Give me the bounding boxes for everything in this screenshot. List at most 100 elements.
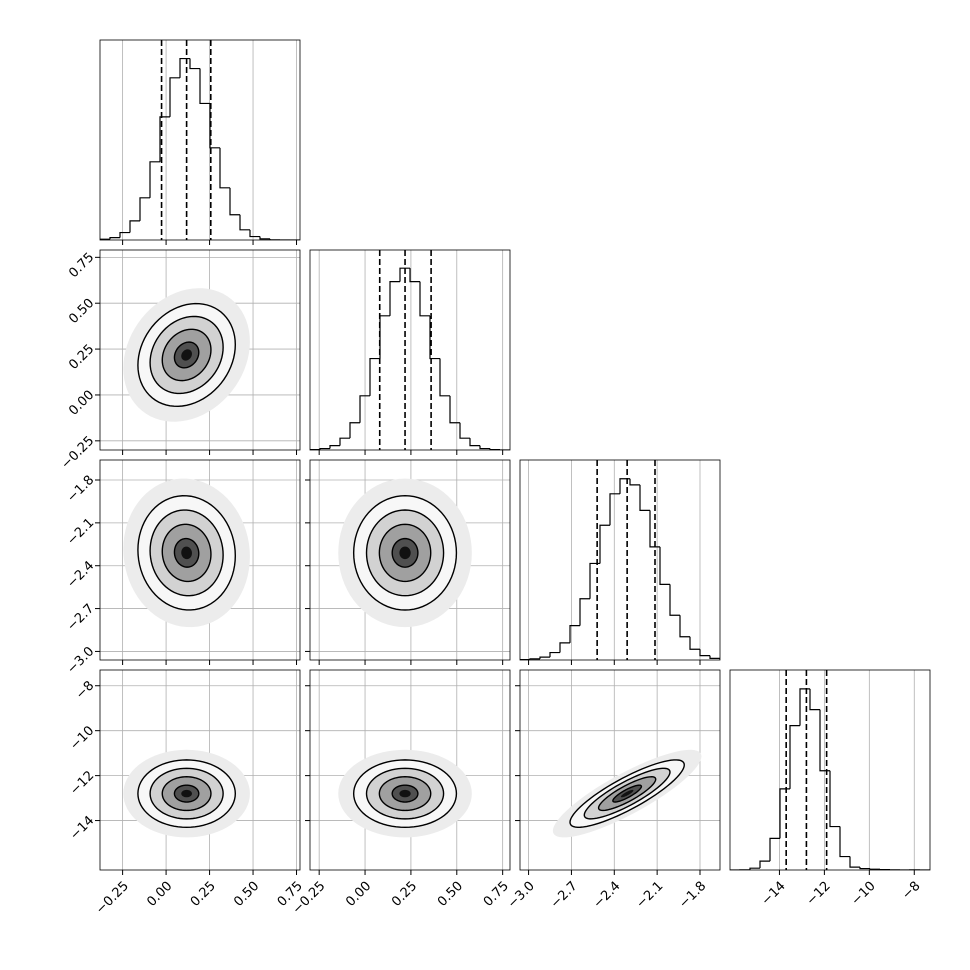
panel: −3.0 −2.7 −2.4 −2.1 −1.8	[505, 669, 721, 912]
y-tick-label: −0.25	[59, 434, 98, 473]
histogram-step	[329, 445, 340, 449]
x-tick-label: 0.50	[231, 879, 262, 910]
panel-frame	[99, 669, 301, 871]
density-fill	[399, 789, 411, 798]
histogram-step	[379, 315, 390, 359]
contour-line	[352, 495, 458, 611]
panel-content	[100, 250, 300, 450]
contour-line	[161, 776, 212, 812]
histogram-step	[809, 688, 820, 711]
histogram-step	[219, 147, 230, 189]
panel-frame	[99, 459, 301, 661]
histogram-step	[199, 68, 210, 105]
histogram-step	[119, 231, 130, 238]
contour-line	[612, 784, 643, 803]
histogram-step	[859, 867, 870, 870]
x-tick-label: −12	[804, 879, 834, 909]
y-tick-label: −1.8	[64, 473, 97, 506]
panel-content	[100, 40, 300, 240]
contour-line	[378, 523, 432, 583]
histogram-step	[529, 658, 540, 660]
panel	[305, 459, 511, 665]
panel-content	[310, 460, 510, 660]
histogram-step	[399, 267, 410, 282]
histogram-step	[599, 524, 610, 564]
histogram-step	[669, 584, 680, 616]
histogram-step	[149, 161, 160, 198]
y-tick-label: −8	[73, 678, 97, 702]
histogram-step	[209, 103, 220, 149]
histogram-step	[459, 422, 470, 439]
histogram-step	[349, 422, 360, 439]
x-tick-label: 0.25	[188, 879, 219, 910]
y-tick-label: 0.25	[66, 342, 97, 373]
contour-line	[149, 767, 224, 820]
contour-line	[173, 341, 200, 369]
histogram-step	[429, 315, 440, 360]
contour-line	[352, 759, 458, 829]
histogram-step	[589, 562, 600, 599]
x-tick-label: 0.00	[144, 879, 175, 910]
histogram-step	[649, 510, 660, 548]
contour-line	[137, 495, 237, 611]
histogram-step	[769, 837, 780, 862]
histogram-step	[169, 77, 180, 117]
x-tick-label: 0.50	[435, 879, 466, 910]
histogram-step	[679, 615, 690, 638]
x-tick-label: −1.8	[676, 879, 709, 912]
x-tick-label: −8	[899, 879, 923, 903]
histogram-step	[479, 445, 490, 450]
histogram-step	[159, 116, 170, 162]
panel: −0.25 0.00 0.25 0.50 0.75	[59, 249, 301, 473]
histogram-step	[109, 237, 120, 240]
panel-frame	[99, 39, 301, 241]
histogram-step	[789, 725, 800, 789]
histogram-step	[659, 546, 670, 585]
histogram-step	[179, 57, 190, 78]
panel-content	[520, 460, 720, 660]
contour-line	[137, 302, 237, 408]
y-tick-label: 0.75	[66, 250, 97, 281]
histogram-step	[239, 214, 250, 231]
y-tick-label: −2.1	[64, 516, 97, 549]
histogram-step	[629, 478, 640, 486]
histogram-step	[799, 688, 810, 726]
contour-line	[149, 509, 224, 597]
histogram-step	[709, 655, 720, 660]
histogram-step	[749, 867, 760, 870]
histogram-step	[779, 788, 790, 839]
panel-content	[730, 670, 930, 870]
histogram-step	[449, 395, 460, 424]
panel-content	[100, 460, 300, 660]
contour-line	[597, 776, 657, 812]
histogram-step	[559, 642, 570, 653]
density-fill	[399, 546, 411, 560]
panel-frame	[309, 669, 511, 871]
panel-content	[310, 670, 510, 870]
histogram-step	[319, 447, 330, 450]
histogram-step	[579, 598, 590, 626]
histogram-step	[439, 358, 450, 397]
histogram-step	[139, 197, 150, 221]
panel: −0.25 0.00 0.25 0.50 0.75−14−12−10−8	[67, 669, 306, 917]
contour-line	[391, 537, 419, 568]
histogram-step	[869, 868, 880, 870]
x-tick-label: −14	[759, 879, 789, 909]
histogram-step	[759, 860, 770, 869]
histogram-step	[419, 281, 430, 317]
histogram-step	[849, 856, 860, 868]
panel-content	[520, 670, 720, 870]
histogram-step	[259, 236, 270, 240]
histogram-step	[389, 281, 400, 316]
contour-line	[173, 784, 200, 803]
panel-frame	[309, 249, 511, 451]
histogram-step	[129, 220, 140, 233]
histogram-step	[359, 395, 370, 423]
histogram-step	[829, 770, 840, 828]
histogram-step	[689, 636, 700, 650]
x-tick-label: −2.4	[591, 879, 624, 912]
contour-line	[378, 776, 432, 812]
x-tick-label: 0.00	[343, 879, 374, 910]
contour-line	[365, 509, 445, 597]
